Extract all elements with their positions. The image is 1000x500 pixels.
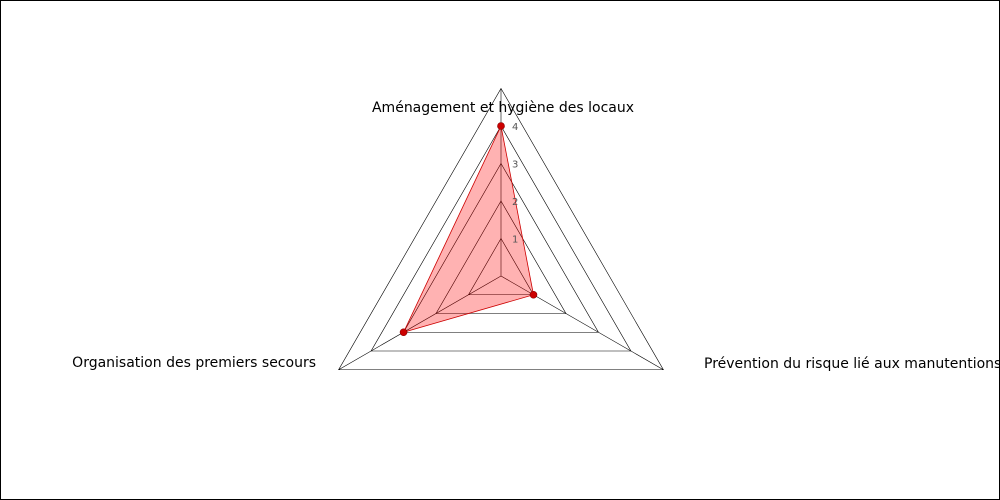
axis-label-2: Prévention du risque lié aux manutention… <box>704 356 1000 372</box>
tick-label-1: 1 <box>512 235 518 246</box>
grid-ring-3 <box>403 162 599 333</box>
axis-label-3: Organisation des premiers secours <box>72 355 316 371</box>
spoke-2 <box>500 275 664 371</box>
axis-label-1: Aménagement et hygiène des locaux <box>372 100 634 116</box>
radar-grid <box>338 87 664 371</box>
grid-ring-5 <box>338 87 664 371</box>
spoke-3 <box>338 275 502 371</box>
radar-spokes <box>338 88 664 371</box>
tick-label-4: 4 <box>512 122 518 133</box>
radar-axis-labels: Aménagement et hygiène des locaux Prévent… <box>72 100 1000 372</box>
grid-ring-1 <box>468 237 534 296</box>
series-1-point-3 <box>399 328 408 337</box>
radar-series <box>399 122 538 337</box>
series-1-area <box>402 124 534 333</box>
radar-ticks: 1 2 3 4 <box>512 122 518 246</box>
tick-label-2: 2 <box>512 197 518 208</box>
series-1-point-2 <box>529 290 538 299</box>
tick-label-3: 3 <box>512 160 518 171</box>
series-1-point-1 <box>497 122 505 130</box>
grid-ring-2 <box>435 200 567 314</box>
grid-ring-4 <box>370 125 632 352</box>
